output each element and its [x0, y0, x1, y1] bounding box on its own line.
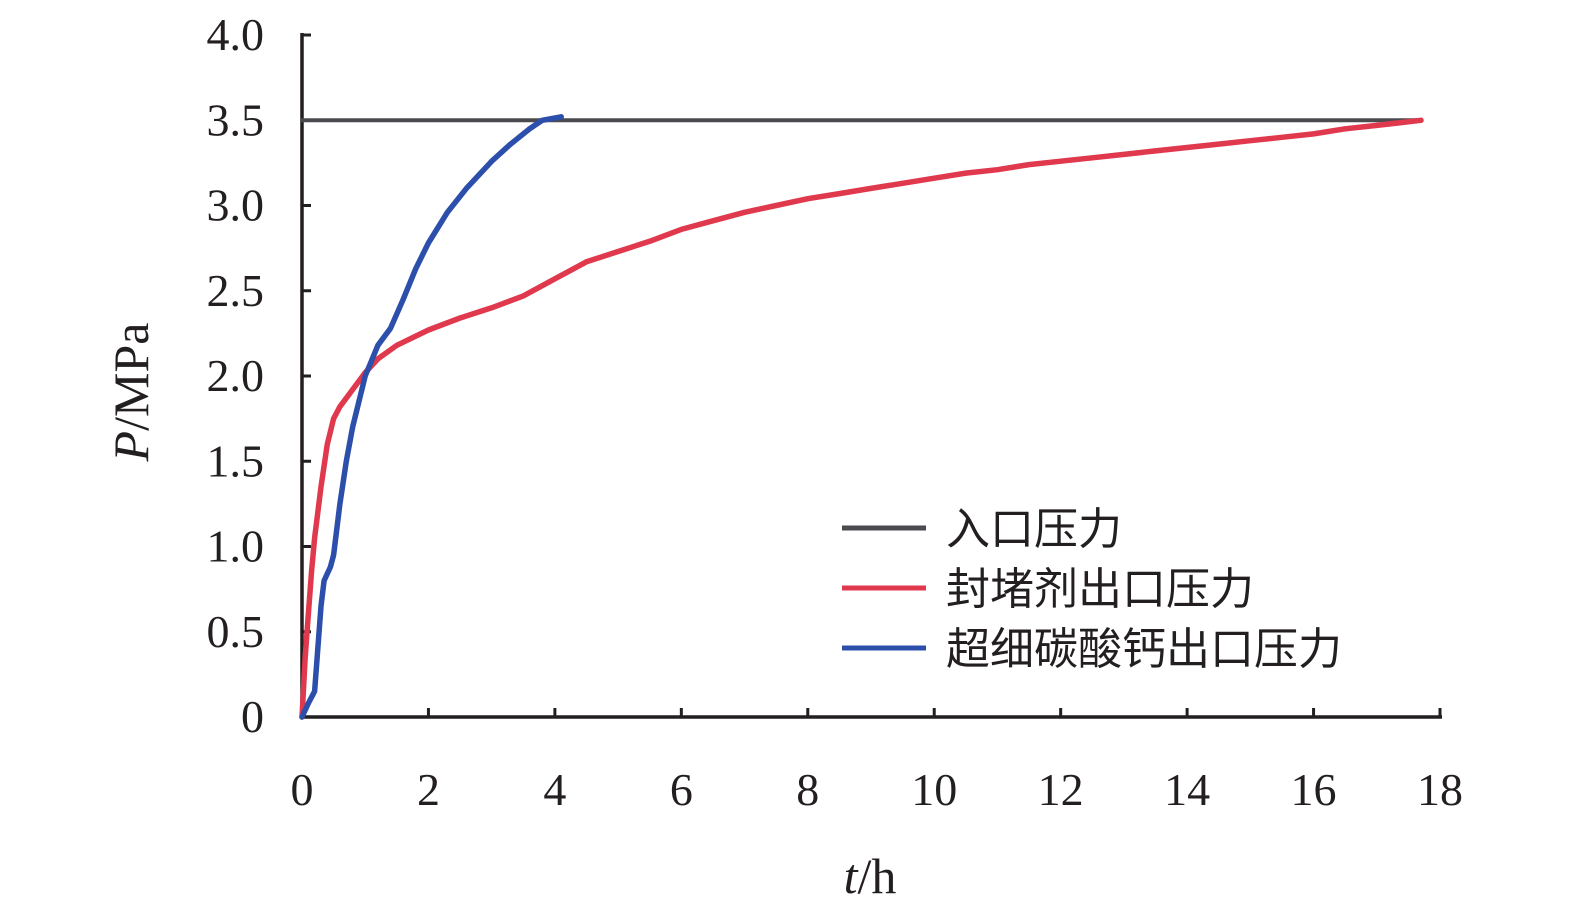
x-axis-unit: /h: [858, 848, 897, 904]
x-axis-variable: t: [844, 848, 859, 904]
y-tick-label: 1.5: [207, 435, 265, 486]
legend-inlet-pressure: 入口压力: [842, 504, 1122, 555]
x-axis-ticks: 0 2 4 6 8 10 12 14 16 18: [291, 708, 1463, 815]
x-tick-label: 6: [670, 764, 693, 815]
y-axis-ticks: 0 0.5 1.0 1.5 2.0 2.5 3.0 3.5 4.0: [207, 9, 311, 742]
legend-label: 入口压力: [946, 504, 1122, 555]
x-tick-label: 18: [1417, 764, 1463, 815]
legend-sealant-outlet-pressure: 封堵剂出口压力: [842, 564, 1254, 615]
legend-label: 超细碳酸钙出口压力: [946, 624, 1342, 675]
x-tick-label: 2: [417, 764, 440, 815]
x-tick-label: 8: [796, 764, 819, 815]
y-axis-title: P/MPa: [103, 323, 159, 463]
y-axis-unit: /MPa: [103, 323, 159, 431]
y-tick-label: 2.5: [207, 265, 265, 316]
y-tick-label: 4.0: [207, 9, 265, 60]
y-tick-label: 0: [241, 691, 264, 742]
ultrafine-caco3-outlet-pressure-line: [299, 114, 564, 720]
x-tick-label: 4: [543, 764, 566, 815]
y-axis-variable: P: [103, 431, 159, 463]
x-axis-title: t/h: [844, 848, 897, 904]
x-tick-label: 12: [1038, 764, 1084, 815]
x-tick-label: 16: [1291, 764, 1337, 815]
y-tick-label: 3.0: [207, 180, 265, 231]
y-tick-label: 0.5: [207, 606, 265, 657]
legend-ultrafine-caco3-outlet-pressure: 超细碳酸钙出口压力: [842, 624, 1342, 675]
x-tick-label: 0: [291, 764, 314, 815]
plot-series: [299, 114, 1424, 720]
y-tick-label: 1.0: [207, 521, 265, 572]
y-tick-label: 2.0: [207, 350, 265, 401]
axes: [300, 33, 1442, 719]
x-tick-label: 14: [1164, 764, 1210, 815]
legend-label: 封堵剂出口压力: [946, 564, 1254, 615]
y-tick-label: 3.5: [207, 94, 265, 145]
x-tick-label: 10: [911, 764, 957, 815]
sealant-outlet-pressure-line: [299, 117, 1424, 720]
